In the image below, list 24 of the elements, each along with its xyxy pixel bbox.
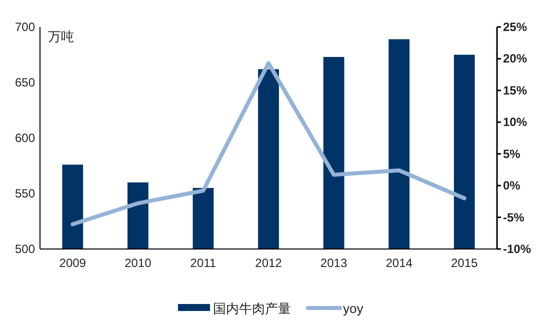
y2-tick-label: -5%: [503, 210, 525, 224]
x-tick-label: 2010: [124, 256, 152, 270]
y2-tick-label: 0%: [503, 178, 521, 193]
line-series: [70, 61, 466, 226]
x-tick-label: 2013: [320, 256, 348, 270]
y2-tick-label: 5%: [503, 146, 521, 161]
x-tick-label: 2012: [255, 256, 282, 270]
y2-tick-label: -10%: [503, 242, 532, 256]
legend-label: yoy: [343, 301, 364, 316]
y-axis-title: 万吨: [48, 29, 74, 44]
x-tick-label: 2015: [451, 256, 478, 270]
y-tick-label: 700: [14, 20, 36, 34]
x-tick-label: 2014: [386, 256, 413, 270]
y2-tick-label: 10%: [503, 115, 528, 130]
y2-tick-label: 25%: [503, 20, 528, 34]
y2-tick-label: 15%: [503, 83, 528, 98]
y-tick-label: 650: [14, 76, 36, 90]
x-tick-label: 2011: [190, 256, 216, 270]
y-tick-label: 600: [14, 131, 36, 145]
y-tick-label: 500: [14, 242, 36, 256]
y-tick-label: 550: [14, 186, 36, 200]
legend-label: 国内牛肉产量: [213, 301, 291, 316]
x-tick-label: 2009: [59, 256, 86, 270]
y2-tick-label: 20%: [503, 52, 528, 66]
